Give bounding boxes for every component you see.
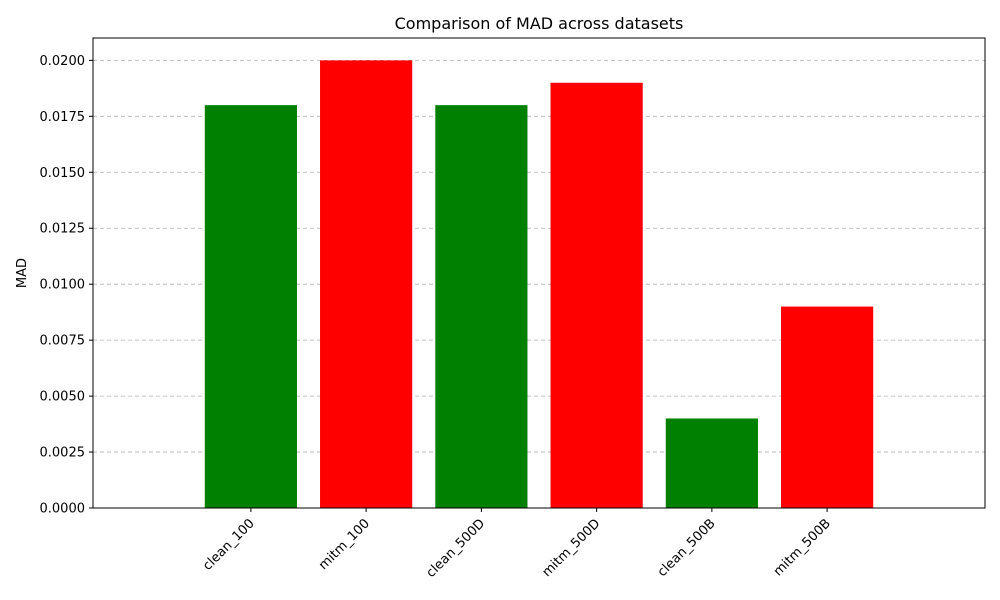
bar-clean-100 [204, 105, 297, 509]
x-tick-label: clean_500B [655, 516, 719, 580]
chart-title: Comparison of MAD across datasets [395, 14, 684, 33]
y-axis-ticks: 0.0000 0.0025 0.0050 0.0075 0.0100 0.0125 0.01… [40, 54, 93, 517]
y-tick-label: 0.0150 [40, 166, 86, 181]
y-tick-label: 0.0000 [40, 502, 86, 517]
bars [204, 60, 874, 509]
bar-mitm-500B [781, 306, 874, 508]
x-tick-label: mitm_500B [771, 516, 834, 579]
bar-clean-500D [435, 105, 528, 509]
x-axis-ticks: clean_100 mitm_100 clean_500D mitm_500D clea… [200, 508, 834, 581]
bar-clean-500B [665, 418, 758, 508]
y-tick-label: 0.0200 [40, 54, 86, 69]
x-tick-label: mitm_100 [316, 516, 373, 573]
x-tick-label: clean_500D [424, 516, 489, 581]
x-tick-label: clean_100 [200, 516, 257, 573]
y-tick-label: 0.0050 [40, 390, 86, 405]
y-tick-label: 0.0100 [40, 278, 86, 293]
x-tick-label: mitm_500D [540, 516, 604, 580]
y-tick-label: 0.0125 [40, 222, 86, 237]
bar-mitm-100 [320, 60, 413, 508]
y-axis-title: MAD [15, 258, 30, 288]
plot-frame [92, 37, 986, 509]
y-tick-label: 0.0175 [40, 110, 86, 125]
bar-mitm-500D [550, 82, 643, 508]
y-tick-label: 0.0075 [40, 334, 86, 349]
y-tick-label: 0.0025 [40, 446, 86, 461]
